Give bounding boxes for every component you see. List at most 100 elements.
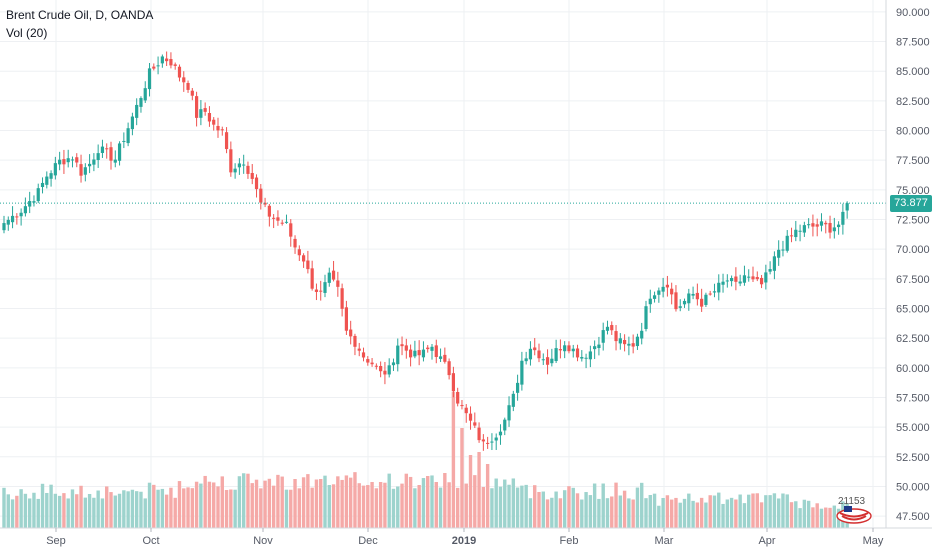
volume-bar <box>490 488 494 528</box>
volume-bar <box>798 508 802 528</box>
volume-bar <box>691 500 695 528</box>
volume-bar <box>738 494 742 528</box>
candle-body <box>456 391 460 404</box>
candle-body <box>297 249 301 256</box>
candle-body <box>23 206 27 214</box>
candle-body <box>819 221 824 226</box>
volume-bar <box>498 486 503 528</box>
y-tick-label: 82.500 <box>896 96 930 108</box>
volume-bar <box>224 489 229 528</box>
candle-body <box>563 345 567 352</box>
volume-bar <box>293 479 297 528</box>
volume-bar <box>199 483 203 528</box>
candle-body <box>460 405 464 407</box>
price-axis[interactable]: 47.500 50.000 52.500 55.000 57.500 60.000 62.5… <box>896 7 930 523</box>
candle-body <box>623 339 627 345</box>
candle-body <box>747 276 751 278</box>
volume-bar <box>340 479 344 528</box>
volume-bar <box>353 472 357 528</box>
y-tick-label: 50.000 <box>896 481 930 493</box>
candle-body <box>575 348 580 358</box>
candle-body <box>117 143 122 161</box>
volume-bar <box>357 483 361 528</box>
candle-body <box>678 306 682 308</box>
candle-body <box>605 326 610 331</box>
volume-bar <box>190 488 195 528</box>
candle-body <box>233 168 237 173</box>
candle-body <box>40 182 45 188</box>
candle-body <box>293 238 297 248</box>
candle-body <box>165 58 169 62</box>
volume-bar <box>378 482 383 528</box>
candle-body <box>147 68 152 90</box>
candle-body <box>58 159 62 165</box>
candles <box>2 51 849 451</box>
candle-body <box>687 293 691 304</box>
volume-bar <box>832 505 837 528</box>
volume-bar <box>759 502 764 528</box>
volume-bar <box>310 487 314 528</box>
candle-body <box>139 98 143 107</box>
candle-body <box>96 153 100 161</box>
candle-body <box>276 217 280 221</box>
candle-body <box>417 350 421 356</box>
y-tick-label: 85.000 <box>896 66 930 78</box>
volume-bar <box>267 478 272 528</box>
y-tick-label: 80.000 <box>896 126 930 138</box>
volume-bar <box>687 493 691 528</box>
candle-body <box>421 349 426 358</box>
volume-bar <box>610 496 614 528</box>
volume-bar <box>250 483 254 528</box>
volume-bar <box>485 464 490 528</box>
volume-bar <box>284 489 289 528</box>
candle-body <box>443 354 447 362</box>
volume-bar <box>511 478 516 528</box>
candle-body <box>49 173 53 179</box>
candle-body <box>781 249 785 251</box>
volume-bar <box>408 476 413 528</box>
volume-bar <box>451 392 456 528</box>
y-tick-label: 75.000 <box>896 185 930 197</box>
volume-bar <box>712 495 717 528</box>
candle-body <box>66 158 70 163</box>
candle-body <box>383 370 387 375</box>
candle-body <box>15 216 19 218</box>
candle-body <box>725 280 729 282</box>
flag-logo-icon <box>836 506 872 524</box>
tradingview-logo: 21153 <box>834 494 874 524</box>
volume-bar <box>207 481 212 528</box>
volume-bar <box>443 473 447 528</box>
candle-body <box>349 329 353 337</box>
volume-bar <box>747 494 751 528</box>
candle-body <box>708 293 712 295</box>
volume-bar <box>152 484 156 528</box>
y-tick-label: 47.500 <box>896 511 930 523</box>
candle-body <box>374 365 378 367</box>
volume-bar <box>815 503 819 528</box>
x-tick-label: 2019 <box>452 535 476 547</box>
volume-indicator-label[interactable]: Vol (20) <box>6 26 48 40</box>
candle-body <box>19 212 23 217</box>
candle-body <box>798 230 802 232</box>
time-axis[interactable]: Sep Oct Nov Dec 2019 Feb Mar Apr May <box>46 528 884 547</box>
candle-body <box>657 290 661 295</box>
volume-bar <box>220 476 224 528</box>
candle-body <box>550 358 554 364</box>
candle-body <box>670 288 674 295</box>
volume-bar <box>455 487 460 528</box>
candle-body <box>832 227 836 232</box>
volume-bar <box>169 487 173 528</box>
candle-body <box>246 165 250 174</box>
candle-body <box>430 346 434 351</box>
candle-body <box>593 346 597 350</box>
candle-body <box>250 173 254 179</box>
volume-bar <box>92 497 96 528</box>
volume-bar <box>652 493 657 528</box>
candle-body <box>807 224 811 226</box>
volume-bar <box>567 486 571 528</box>
volume-bar <box>62 493 66 528</box>
volume-bar <box>263 480 267 528</box>
volume-bar <box>160 488 165 528</box>
candle-body <box>126 128 130 144</box>
